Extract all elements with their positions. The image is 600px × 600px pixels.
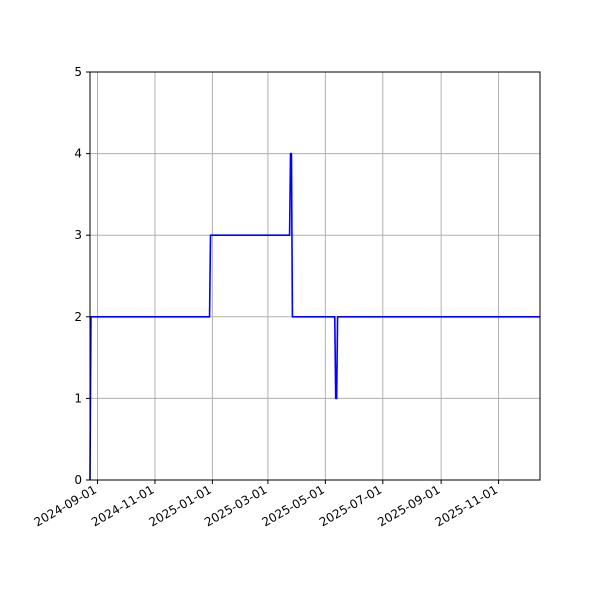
y-tick-label: 2 xyxy=(74,310,82,324)
y-tick-label: 4 xyxy=(74,147,82,161)
series-layer xyxy=(89,152,540,481)
plot-area xyxy=(90,72,540,480)
y-tick-label: 3 xyxy=(74,228,82,242)
series-line xyxy=(89,152,540,481)
y-tick-label: 1 xyxy=(74,391,82,405)
y-tick-label: 0 xyxy=(74,473,82,487)
plot-frame xyxy=(89,71,541,481)
y-tick-label: 5 xyxy=(74,65,82,79)
